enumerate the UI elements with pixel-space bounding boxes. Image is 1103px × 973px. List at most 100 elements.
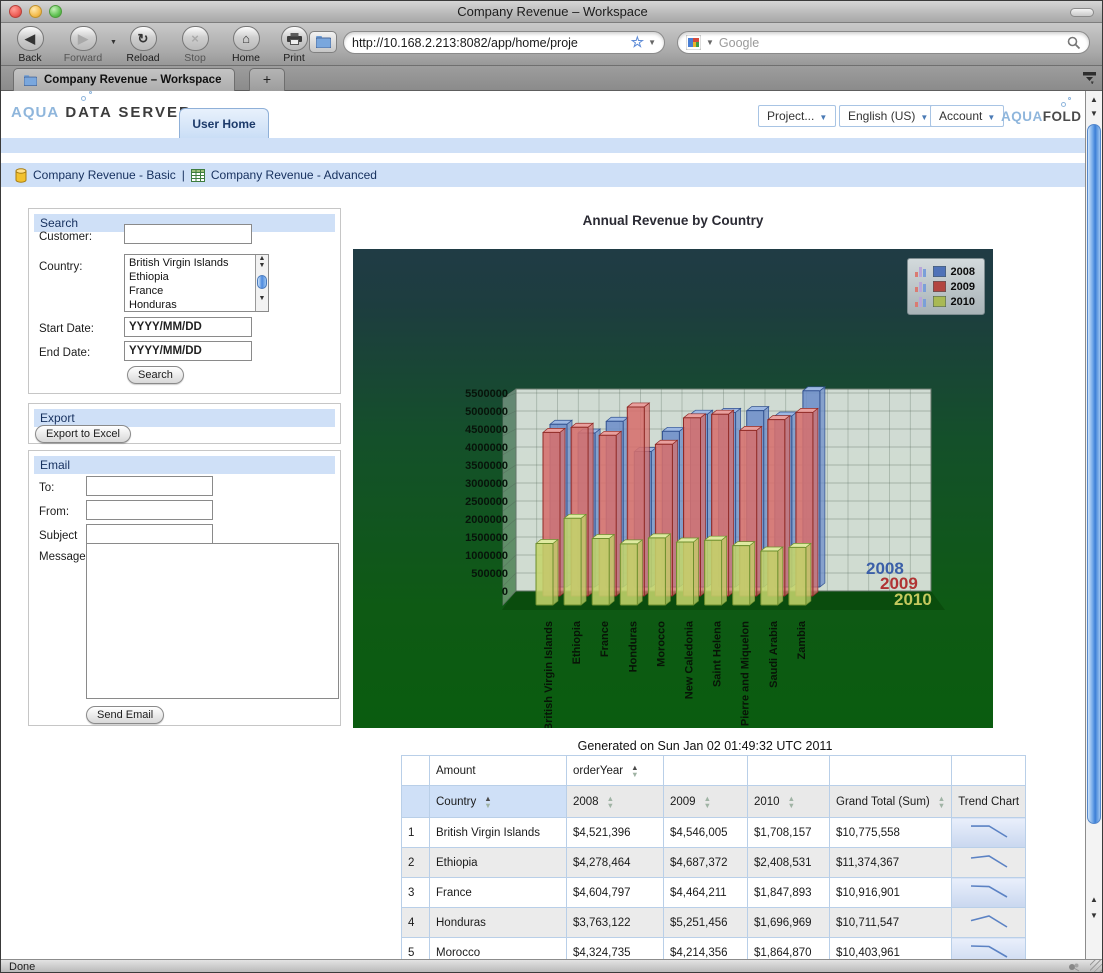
search-panel-header: Search (34, 214, 335, 232)
table-cell: $4,214,356 (663, 937, 748, 959)
scroll-up-icon[interactable]: ▲ (1090, 95, 1098, 104)
back-button[interactable]: ◀ Back (3, 26, 57, 64)
export-to-excel-button[interactable]: Export to Excel (35, 425, 131, 443)
svg-text:2500000: 2500000 (465, 496, 508, 508)
sort-arrows-icon[interactable]: ▲ ▼ (631, 762, 639, 779)
scroll-down-icon[interactable]: ▼ (258, 295, 266, 302)
addon-icon[interactable] (1068, 962, 1080, 972)
svg-text:1000000: 1000000 (465, 550, 508, 562)
mini-bars-icon (914, 297, 926, 307)
bubble-icon (81, 96, 87, 101)
country-list[interactable]: British Virgin Islands Ethiopia France Hond… (124, 254, 269, 312)
close-button[interactable] (9, 5, 22, 18)
column-header-country[interactable]: Country ▲ ▼ (429, 785, 567, 818)
email-to-input[interactable] (86, 476, 213, 496)
tab-user-home[interactable]: User Home (179, 108, 269, 138)
status-text: Done (9, 961, 36, 973)
table-cell: $4,464,211 (663, 877, 748, 908)
search-button[interactable]: Search (127, 366, 184, 384)
column-header-2008[interactable]: 2008 ▲ ▼ (566, 785, 664, 818)
tab-list-icon[interactable] (1082, 71, 1098, 90)
legend-entry: 2008 (914, 264, 975, 279)
reload-button[interactable]: ↻ Reload (116, 26, 170, 64)
chart-title: Annual Revenue by Country (582, 213, 764, 228)
link-company-revenue-basic[interactable]: Company Revenue - Basic (33, 168, 176, 182)
reload-icon: ↻ (129, 26, 157, 51)
scroll-down-icon[interactable]: ▼ (1090, 911, 1098, 920)
scroll-up-icon[interactable]: ▲ (258, 255, 266, 262)
trend-chart-cell[interactable] (951, 877, 1027, 908)
customer-label: Customer: (39, 231, 93, 243)
scroll-up-icon[interactable]: ▲ (1090, 895, 1098, 904)
browser-tab-active[interactable]: Company Revenue – Workspace (13, 68, 235, 91)
svg-text:New Caledonia: New Caledonia (684, 620, 696, 699)
aqua-data-server-logo: AQUA DATA SERVER (11, 91, 192, 121)
sort-arrows-icon[interactable]: ▲ ▼ (787, 793, 796, 810)
scroll-down-icon[interactable]: ▼ (1090, 109, 1098, 118)
column-header-grand-total[interactable]: Grand Total (Sum) ▲ ▼ (828, 785, 953, 818)
column-header-2010[interactable]: 2010 ▲ ▼ (747, 785, 830, 818)
svg-text:5500000: 5500000 (465, 388, 508, 400)
minimize-button[interactable] (29, 5, 42, 18)
browser-scrollbar[interactable]: ▲ ▼ ▲ ▼ (1085, 91, 1102, 959)
forward-button[interactable]: ▶ Forward (56, 26, 110, 64)
print-button[interactable]: Print (267, 26, 321, 64)
url-dropdown-icon[interactable]: ▼ (648, 38, 656, 47)
sort-arrows-icon[interactable]: ▲ ▼ (703, 793, 712, 810)
search-bar[interactable]: ▼ Google (677, 31, 1090, 54)
customer-input[interactable] (124, 224, 252, 244)
web-search-input[interactable]: Google (718, 35, 760, 50)
country-option[interactable]: France (129, 285, 164, 297)
sort-arrows-icon[interactable]: ▲ ▼ (937, 793, 946, 810)
table-cell: $4,546,005 (663, 817, 748, 848)
trend-chart-cell[interactable] (951, 937, 1027, 959)
page-viewport: AQUA DATA SERVER User Home Project... ▼ E… (1, 91, 1087, 959)
magnifier-icon[interactable] (1067, 36, 1081, 50)
send-email-button[interactable]: Send Email (86, 706, 165, 724)
link-company-revenue-advanced[interactable]: Company Revenue - Advanced (210, 168, 377, 182)
email-subject-input[interactable] (86, 524, 213, 544)
trend-chart-cell[interactable] (951, 847, 1027, 878)
country-option[interactable]: British Virgin Islands (129, 257, 229, 269)
table-cell: $10,403,961 (828, 937, 953, 959)
svg-text:2010: 2010 (894, 590, 932, 609)
country-list-scrollbar[interactable]: ▲ ▼ ▼ (255, 255, 268, 311)
end-date-input[interactable]: YYYY/MM/DD (124, 341, 252, 361)
scroll-down-icon[interactable]: ▼ (258, 262, 266, 269)
country-option[interactable]: Ethiopia (129, 271, 169, 283)
table-cell: $10,775,558 (828, 817, 953, 848)
google-logo-icon (686, 35, 701, 50)
language-menu[interactable]: English (US) ▼ (839, 105, 938, 127)
email-from-input[interactable] (86, 500, 213, 520)
column-header-2009[interactable]: 2009 ▲ ▼ (663, 785, 748, 818)
table-cell: $1,696,969 (747, 907, 830, 938)
start-date-input[interactable]: YYYY/MM/DD (124, 317, 252, 337)
email-message-textarea[interactable] (86, 543, 339, 699)
bookmark-star-icon[interactable]: ☆ (630, 34, 645, 51)
resize-grip-icon[interactable] (1090, 960, 1102, 972)
toolbar-toggle-button[interactable] (1070, 8, 1094, 17)
bookmarks-folder-button[interactable] (309, 31, 337, 53)
account-menu[interactable]: Account ▼ (930, 105, 1005, 127)
country-option[interactable]: Honduras (129, 299, 177, 311)
trend-chart-cell[interactable] (951, 907, 1027, 938)
svg-text:Zambia: Zambia (796, 620, 808, 659)
table-row: 4 Honduras $3,763,122 $5,251,456 $1,696,969 $… (401, 907, 1027, 938)
project-menu[interactable]: Project... ▼ (758, 105, 837, 127)
aquafold-logo: AQUA FOLD (1001, 97, 1082, 124)
url-text[interactable]: http://10.168.2.213:8082/app/home/proje (352, 35, 578, 50)
search-engine-dropdown-icon[interactable]: ▼ (706, 38, 714, 47)
stop-button[interactable]: × Stop (168, 26, 222, 64)
header-cell-orderyear[interactable]: orderYear ▲ ▼ (566, 755, 664, 786)
zoom-button[interactable] (49, 5, 62, 18)
url-bar[interactable]: http://10.168.2.213:8082/app/home/proje … (343, 31, 665, 54)
sort-arrows-icon[interactable]: ▲ ▼ (606, 793, 615, 810)
trend-chart-cell[interactable] (951, 817, 1027, 848)
scrollbar-thumb[interactable] (1087, 124, 1101, 824)
new-tab-button[interactable]: + (249, 68, 285, 91)
scrollbar-thumb[interactable] (257, 275, 267, 289)
history-dropdown-icon[interactable]: ▼ (110, 39, 117, 46)
home-button[interactable]: ⌂ Home (219, 26, 273, 64)
sort-arrows-icon[interactable]: ▲ ▼ (484, 793, 492, 810)
folder-icon (24, 74, 37, 86)
